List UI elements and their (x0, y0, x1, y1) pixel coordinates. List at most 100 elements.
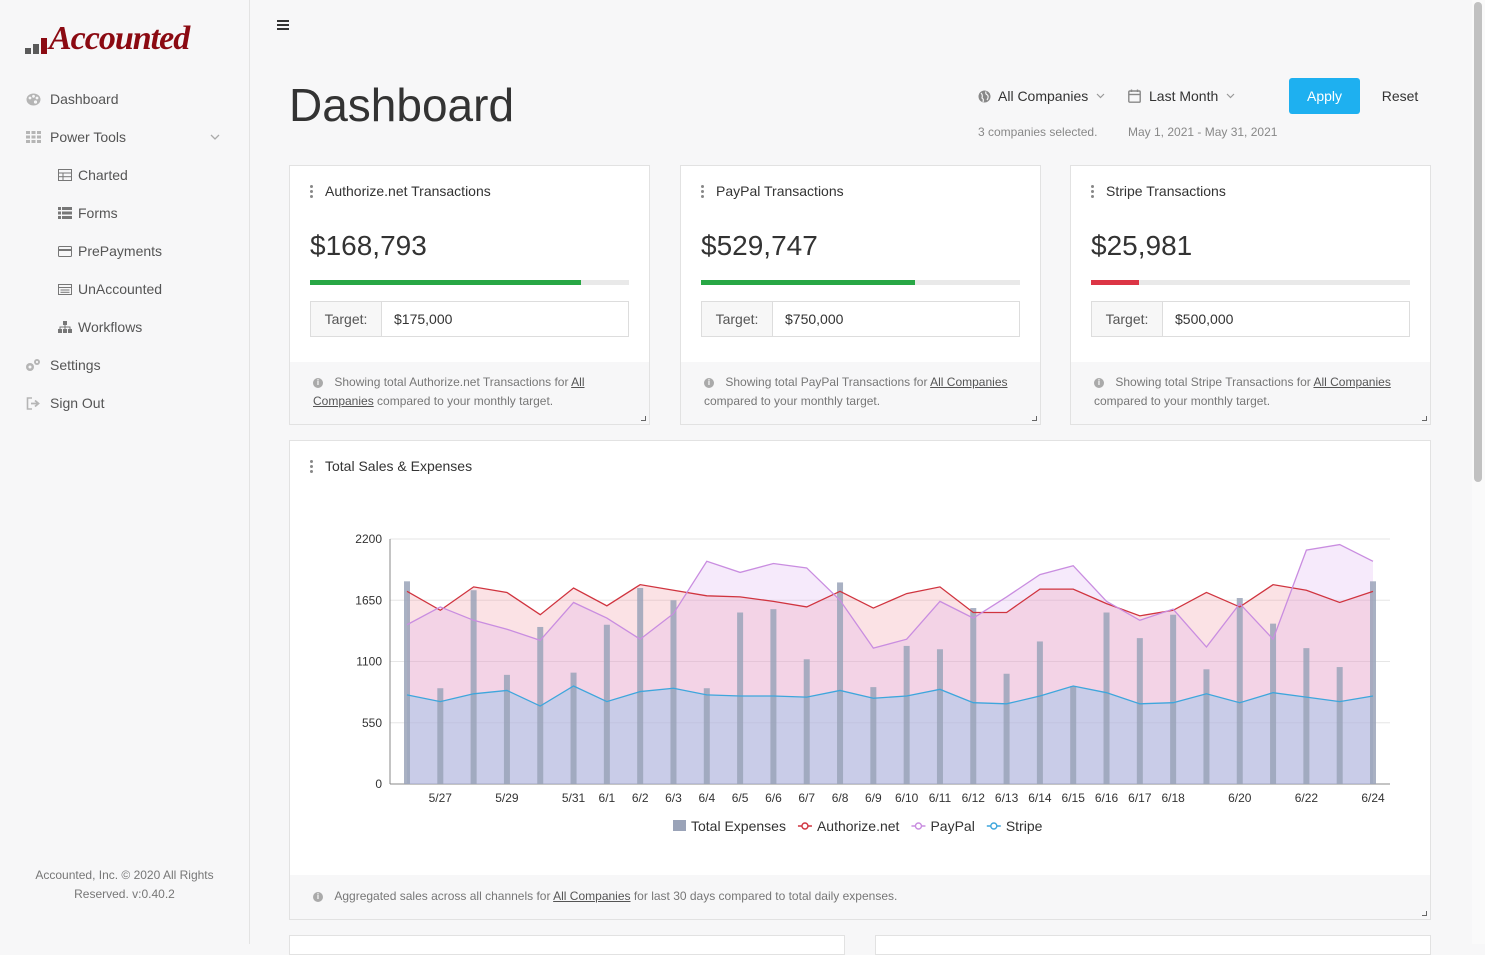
paypal-card: PayPal Transactions $529,747 Target: $75… (680, 165, 1041, 425)
resize-handle-icon[interactable] (1032, 416, 1037, 421)
sign-out-icon (25, 396, 41, 410)
apply-button[interactable]: Apply (1289, 78, 1360, 114)
x-tick-label: 5/31 (562, 791, 586, 805)
target-value[interactable]: $750,000 (785, 311, 844, 327)
sidebar-item-label: Workflows (78, 319, 143, 335)
all-companies-link[interactable]: All Companies (930, 375, 1008, 389)
date-filter-dropdown[interactable]: Last Month (1128, 88, 1235, 104)
sidebar-nav: Dashboard Power Tools Charted Forms (0, 80, 249, 422)
sidebar-item-label: Sign Out (50, 395, 105, 411)
sidebar-item-charted[interactable]: Charted (0, 156, 249, 194)
x-tick-label: 6/8 (832, 791, 849, 805)
area-authorize-net (407, 584, 1373, 784)
logo-text: Accounted (49, 20, 190, 57)
scrollbar-thumb[interactable] (1474, 2, 1482, 482)
hamburger-menu-icon[interactable] (277, 20, 289, 32)
card-title: PayPal Transactions (716, 183, 844, 199)
page-title: Dashboard (289, 79, 515, 131)
progress-fill (310, 280, 582, 285)
expense-bar (1103, 612, 1110, 784)
page-scrollbar[interactable] (1472, 0, 1485, 944)
app-logo[interactable]: Accounted (25, 20, 190, 57)
target-value[interactable]: $500,000 (1175, 311, 1234, 327)
x-tick-label: 6/12 (962, 791, 986, 805)
card-footer: i Showing total Stripe Transactions for … (1071, 362, 1430, 424)
expense-bar (503, 674, 510, 784)
x-tick-label: 5/29 (495, 791, 519, 805)
expense-bar (404, 581, 410, 784)
progress-bar (1091, 280, 1410, 285)
drag-handle-icon[interactable] (701, 184, 704, 198)
logo-bars-icon (25, 38, 47, 54)
all-companies-link[interactable]: All Companies (313, 375, 585, 408)
date-range-note: May 1, 2021 - May 31, 2021 (1128, 125, 1278, 139)
note-prefix: Showing total Authorize.net Transactions… (334, 375, 572, 389)
all-companies-link[interactable]: All Companies (553, 889, 631, 903)
line-authorize-net (406, 583, 1374, 617)
version-text: Reserved. v:0.40.2 (74, 887, 175, 901)
expense-bar (970, 608, 977, 784)
table-icon (57, 168, 73, 182)
authorize-net-card: Authorize.net Transactions $168,793 Targ… (289, 165, 650, 425)
next-card-left (289, 935, 845, 955)
chevron-down-icon[interactable] (210, 131, 220, 143)
x-tick-label: 6/7 (798, 791, 815, 805)
area-stripe (407, 686, 1373, 784)
x-tick-label: 6/15 (1062, 791, 1086, 805)
card-footer: i Showing total PayPal Transactions for … (681, 362, 1040, 424)
expense-bar (603, 624, 610, 784)
legend-label: PayPal (930, 818, 974, 834)
drag-handle-icon[interactable] (310, 459, 313, 473)
sidebar-item-workflows[interactable]: Workflows (0, 308, 249, 346)
drag-handle-icon[interactable] (310, 184, 313, 198)
expense-bar (1336, 667, 1343, 784)
card-header: PayPal Transactions (701, 183, 844, 199)
target-value[interactable]: $175,000 (394, 311, 453, 327)
expense-bar (437, 688, 444, 784)
y-tick-label: 0 (375, 777, 382, 791)
sales-expenses-card: Total Sales & Expenses 0 550 1100 1650 2200 5… (289, 440, 1431, 920)
sidebar-item-prepayments[interactable]: PrePayments (0, 232, 249, 270)
info-icon: i (313, 892, 323, 902)
x-tick-label: 6/18 (1161, 791, 1185, 805)
x-tick-label: 6/13 (995, 791, 1019, 805)
expense-bar (1370, 581, 1376, 784)
target-field[interactable]: Target: $175,000 (310, 301, 629, 337)
line-stripe (406, 685, 1374, 707)
sidebar-item-label: Dashboard (50, 91, 119, 107)
resize-handle-icon[interactable] (641, 416, 646, 421)
note-prefix: Showing total Stripe Transactions for (1115, 375, 1314, 389)
resize-handle-icon[interactable] (1422, 911, 1427, 916)
expense-bar (637, 588, 644, 784)
expense-bar (670, 600, 677, 784)
company-filter-dropdown[interactable]: All Companies (978, 88, 1105, 104)
target-field[interactable]: Target: $750,000 (701, 301, 1020, 337)
note-suffix: compared to your monthly target. (704, 394, 881, 408)
resize-handle-icon[interactable] (1422, 416, 1427, 421)
progress-bar (701, 280, 1020, 285)
note-suffix: for last 30 days compared to total daily… (630, 889, 898, 903)
target-field[interactable]: Target: $500,000 (1091, 301, 1410, 337)
expense-bar (903, 645, 910, 784)
progress-fill (701, 280, 915, 285)
expense-bar (1270, 623, 1277, 784)
drag-handle-icon[interactable] (1091, 184, 1094, 198)
x-tick-label: 6/14 (1028, 791, 1052, 805)
reset-button[interactable]: Reset (1370, 78, 1430, 114)
card-footer: i Aggregated sales across all channels f… (290, 875, 1430, 919)
note-suffix: compared to your monthly target. (1094, 394, 1271, 408)
sidebar-item-unaccounted[interactable]: UnAccounted (0, 270, 249, 308)
sidebar-item-sign-out[interactable]: Sign Out (0, 384, 249, 422)
x-tick-label: 5/27 (429, 791, 453, 805)
company-selection-note: 3 companies selected. (978, 125, 1098, 139)
card-header: Authorize.net Transactions (310, 183, 491, 199)
legend-marker (990, 822, 998, 830)
copyright-text: Accounted, Inc. © 2020 All Rights (35, 868, 214, 882)
info-icon: i (704, 378, 714, 388)
sidebar-item-dashboard[interactable]: Dashboard (0, 80, 249, 118)
sidebar-item-power-tools[interactable]: Power Tools (0, 118, 249, 156)
sidebar-item-forms[interactable]: Forms (0, 194, 249, 232)
expense-bar (1203, 669, 1210, 784)
sidebar-item-settings[interactable]: Settings (0, 346, 249, 384)
all-companies-link[interactable]: All Companies (1313, 375, 1391, 389)
